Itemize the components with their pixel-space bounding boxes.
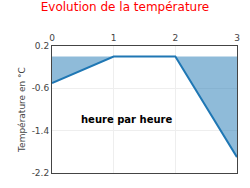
- svg-text:3: 3: [234, 33, 240, 43]
- svg-text:-2.2: -2.2: [32, 168, 50, 178]
- svg-text:0: 0: [49, 33, 55, 43]
- svg-text:-1.4: -1.4: [32, 126, 50, 136]
- svg-text:-0.6: -0.6: [32, 83, 50, 93]
- svg-text:Température en °C: Température en °C: [17, 67, 27, 153]
- svg-text:0.2: 0.2: [35, 41, 49, 51]
- svg-text:Evolution de la température: Evolution de la température: [41, 0, 210, 14]
- svg-text:2: 2: [172, 33, 178, 43]
- svg-text:1: 1: [111, 33, 117, 43]
- svg-text:heure par heure: heure par heure: [81, 114, 172, 125]
